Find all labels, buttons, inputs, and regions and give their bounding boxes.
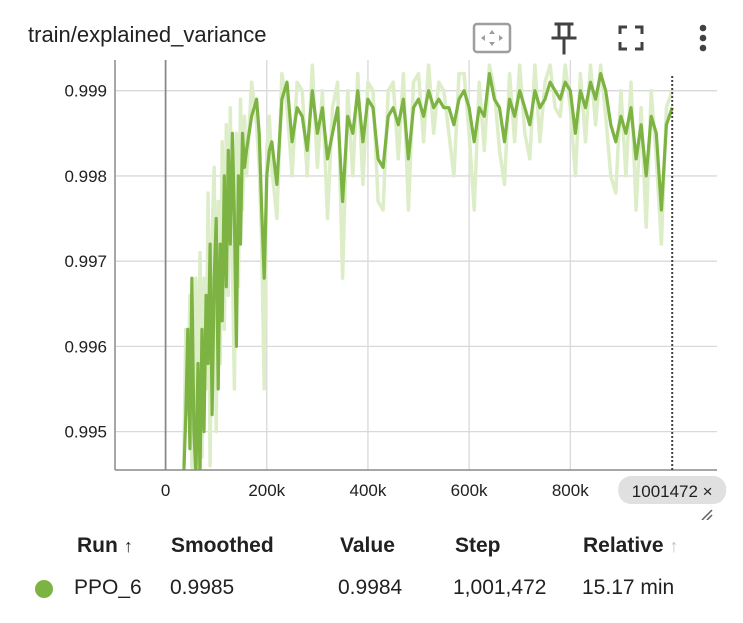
axes (114, 60, 717, 471)
y-tick-label: 0.997 (64, 252, 107, 271)
pin-button[interactable] (544, 18, 584, 58)
more-options-button[interactable] (683, 18, 723, 58)
col-header-step[interactable]: Step (455, 534, 501, 557)
x-tick-label: 800k (552, 481, 589, 500)
col-header-run[interactable]: Run ↑ (77, 534, 133, 557)
y-tick-labels: 0.995 0.996 0.997 0.998 0.999 (64, 82, 107, 442)
x-tick-label: 400k (350, 481, 387, 500)
x-tick-label: 0 (161, 481, 170, 500)
line-chart[interactable]: 0.995 0.996 0.997 0.998 0.999 0 200k 400k 600k 8… (0, 60, 743, 520)
hover-step-chip[interactable] (618, 476, 727, 504)
x-tick-labels: 0 200k 400k 600k 800k (161, 481, 589, 500)
run-color-dot (35, 580, 53, 598)
relative-time: 15.17 min (582, 576, 675, 599)
y-tick-label: 0.995 (64, 423, 107, 442)
pin-icon (551, 22, 577, 55)
y-tick-label: 0.998 (64, 167, 107, 186)
sort-arrow-icon: ↑ (123, 536, 133, 556)
fit-domain-icon (472, 22, 512, 54)
fullscreen-button[interactable] (611, 18, 651, 58)
raw-value: 0.9984 (338, 576, 403, 599)
col-header-relative[interactable]: Relative ↑ (583, 534, 679, 557)
hover-step-label: 1001472 × (632, 482, 713, 501)
hover-indicator[interactable]: 1001472 × (618, 76, 727, 520)
fit-domain-button[interactable] (472, 18, 512, 58)
chart-title: train/explained_variance (28, 22, 267, 47)
step-value: 1,001,472 (453, 576, 547, 599)
relative-sort-arrow-icon: ↑ (669, 536, 679, 556)
y-tick-label: 0.999 (64, 82, 107, 101)
more-vert-icon (699, 24, 707, 52)
fullscreen-icon (618, 25, 644, 51)
series-smoothed-line (182, 72, 674, 470)
raw-series-layer (182, 63, 674, 470)
smoothed-value: 0.9985 (170, 576, 235, 599)
resize-handle-icon[interactable] (701, 509, 713, 520)
smoothed-series-layer (182, 72, 674, 470)
col-header-smoothed[interactable]: Smoothed (171, 534, 274, 557)
col-header-value[interactable]: Value (340, 534, 395, 557)
run-name: PPO_6 (74, 576, 142, 599)
y-tick-label: 0.996 (64, 337, 107, 356)
series-raw-line (182, 63, 674, 470)
x-tick-label: 200k (248, 481, 285, 500)
x-tick-label: 600k (451, 481, 488, 500)
